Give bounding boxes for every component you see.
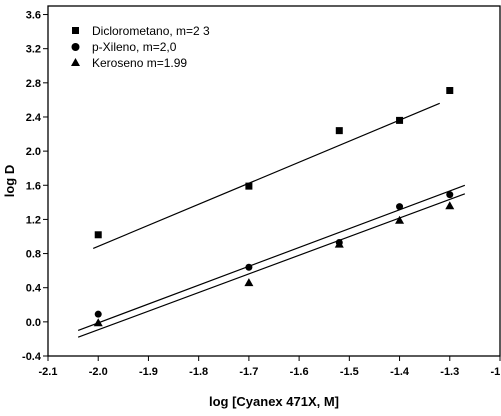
y-tick-label: 3.6 <box>26 10 41 22</box>
point-series-2 <box>244 278 254 287</box>
fit-line-series-1 <box>77 184 466 331</box>
legend-triangle-marker <box>71 58 80 66</box>
data-points <box>93 87 455 327</box>
fit-line-series-0 <box>92 102 440 249</box>
y-tick-label: 3.2 <box>26 44 41 56</box>
x-tick-label: -1.7 <box>239 366 258 378</box>
y-tick-label: 0.0 <box>26 317 41 329</box>
y-tick-label: 1.2 <box>26 214 41 226</box>
point-series-2 <box>93 318 103 327</box>
point-series-0 <box>396 116 404 124</box>
x-tick-label: -1.6 <box>290 366 309 378</box>
x-tick-label: -1.3 <box>440 366 459 378</box>
y-tick-label: 2.4 <box>26 112 42 124</box>
y-tick-label: 0.4 <box>26 283 42 295</box>
point-series-1 <box>396 203 404 211</box>
point-series-0 <box>335 127 343 135</box>
point-series-1 <box>94 310 102 318</box>
point-series-2 <box>395 215 405 224</box>
y-tick-label: 2.0 <box>26 146 41 158</box>
legend-square-marker <box>72 27 79 34</box>
legend-item-p-xileno: p-Xileno, m=2,0 <box>71 40 177 54</box>
legend-label-p-xileno: p-Xileno, m=2,0 <box>92 40 177 54</box>
legend: Diclorometano, m=2 3 p-Xileno, m=2,0 Ker… <box>71 24 210 70</box>
point-series-1 <box>446 191 454 199</box>
legend-item-keroseno: Keroseno m=1.99 <box>71 56 187 70</box>
y-tick-label: 1.6 <box>26 180 41 192</box>
point-series-2 <box>445 201 455 210</box>
legend-label-keroseno: Keroseno m=1.99 <box>92 56 187 70</box>
x-axis-title: log [Cyanex 471X, M] <box>209 394 339 409</box>
fit-line-series-2 <box>77 193 466 338</box>
point-series-2 <box>334 239 344 248</box>
x-tick-label: -2.1 <box>39 366 58 378</box>
x-tick-label: -1.2 <box>491 366 501 378</box>
legend-label-diclorometano: Diclorometano, m=2 3 <box>92 24 210 38</box>
x-tick-label: -1.5 <box>340 366 359 378</box>
x-tick-label: -1.9 <box>139 366 158 378</box>
y-tick-label: -0.4 <box>22 351 42 363</box>
y-tick-label: 0.8 <box>26 249 41 261</box>
point-series-0 <box>245 182 253 190</box>
x-tick-label: -1.4 <box>390 366 410 378</box>
legend-circle-marker <box>71 43 80 51</box>
x-axis: -2.1 -2.0 -1.9 -1.8 -1.7 -1.6 -1.5 -1.4 -1.3 -1.2 <box>39 356 501 378</box>
x-tick-label: -2.0 <box>89 366 108 378</box>
point-series-0 <box>446 87 454 95</box>
fit-lines <box>77 102 466 338</box>
plot-frame <box>47 5 501 357</box>
point-series-0 <box>94 231 102 239</box>
x-tick-label: -1.8 <box>189 366 208 378</box>
y-tick-label: 2.8 <box>26 78 41 90</box>
y-axis: -0.4 0.0 0.4 0.8 1.2 1.6 2.0 2.4 2.8 3.2 3.6 <box>22 10 48 363</box>
point-series-1 <box>245 263 253 271</box>
plot-area: -2.1 -2.0 -1.9 -1.8 -1.7 -1.6 -1.5 -1.4 -1.3 -1.2… <box>22 5 501 378</box>
legend-item-diclorometano: Diclorometano, m=2 3 <box>72 24 210 38</box>
y-axis-title: log D <box>2 165 17 198</box>
